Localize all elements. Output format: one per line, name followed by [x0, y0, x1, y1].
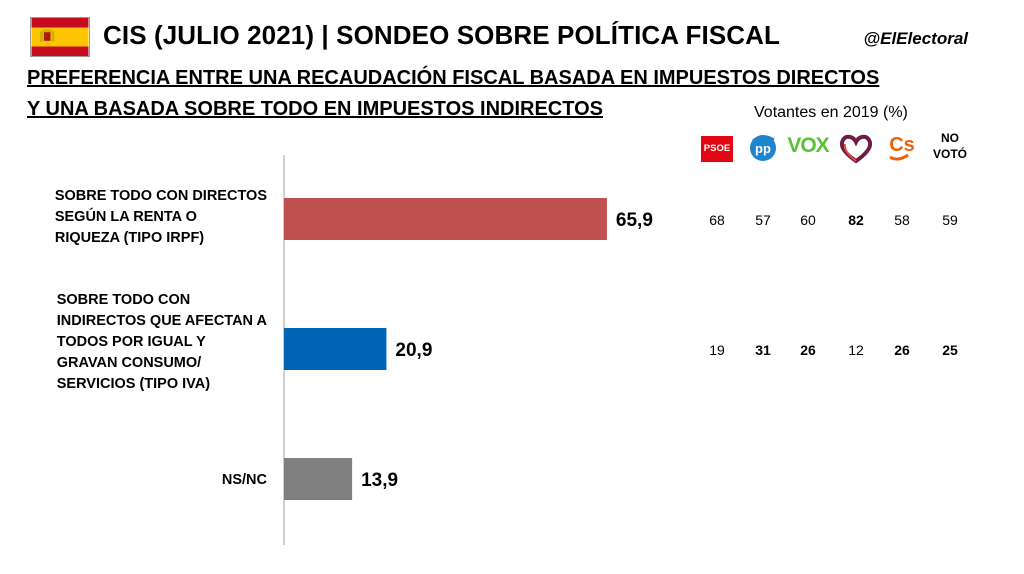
svg-text:pp: pp	[755, 141, 771, 156]
category-label-2-line-0: NS/NC	[221, 472, 267, 488]
voters-cell-r0-c2: 60	[800, 212, 816, 228]
up-heart-logo-icon	[839, 134, 873, 164]
category-label-0-line-0: SOBRE TODO CON DIRECTOS	[54, 188, 267, 204]
category-label-1-line-4: SERVICIOS (TIPO IVA)	[56, 376, 211, 392]
chart-title: CIS (JULIO 2021) | SONDEO SOBRE POLÍTICA…	[103, 20, 780, 50]
chart-subtitle-line-1: PREFERENCIA ENTRE UNA RECAUDACIÓN FISCAL…	[27, 67, 880, 89]
category-label-1-line-3: GRAVAN CONSUMO/	[56, 355, 202, 371]
data-label-0: 65,9	[616, 210, 653, 231]
chart-subtitle-line-2: Y UNA BASADA SOBRE TODO EN IMPUESTOS IND…	[27, 98, 604, 120]
voters-cell-r0-c4: 58	[894, 212, 910, 228]
category-label-0-line-1: SEGÚN LA RENTA O	[54, 209, 197, 225]
voters-cell-r1-c0: 19	[709, 342, 725, 358]
bar-1	[284, 328, 387, 370]
bar-2	[284, 458, 353, 500]
voters-cell-r0-c3: 82	[848, 212, 864, 228]
author-handle: @ElElectoral	[863, 29, 968, 48]
category-label-1-line-0: SOBRE TODO CON	[56, 292, 191, 308]
voters-table-caption: Votantes en 2019 (%)	[754, 104, 908, 121]
spain-flag-icon	[30, 17, 90, 57]
category-label-1-line-1: INDIRECTOS QUE AFECTAN A	[56, 313, 267, 329]
voters-cell-r1-c2: 26	[800, 342, 816, 358]
voters-cell-r0-c5: 59	[942, 212, 958, 228]
svg-text:Cs: Cs	[889, 134, 915, 156]
category-label-1: SOBRE TODO CON INDIRECTOS QUE AFECTAN A TO…	[57, 290, 267, 395]
no-voto-label: NO VOTÓ	[933, 130, 967, 162]
voters-cell-r1-c1: 31	[755, 342, 771, 358]
pp-logo-icon: pp	[750, 135, 776, 161]
category-label-2: NS/NC	[222, 470, 267, 491]
category-label-1-line-2: TODOS POR IGUAL Y	[56, 334, 206, 350]
no-voto-line-2: VOTÓ	[932, 147, 968, 161]
voters-cell-r0-c0: 68	[709, 212, 725, 228]
data-label-1: 20,9	[395, 340, 432, 361]
bar-0	[284, 198, 607, 240]
voters-cell-r1-c3: 12	[848, 342, 864, 358]
voters-cell-r1-c5: 25	[942, 342, 958, 358]
category-label-0-line-2: RIQUEZA (TIPO IRPF)	[54, 230, 205, 246]
cs-logo-icon: Cs	[889, 134, 915, 161]
no-voto-line-1: NO	[940, 131, 959, 145]
category-label-0: SOBRE TODO CON DIRECTOS SEGÚN LA RENTA O R…	[55, 186, 267, 249]
vox-logo-icon: VOX	[787, 134, 829, 157]
voters-cell-r0-c1: 57	[755, 212, 771, 228]
data-label-2: 13,9	[361, 470, 398, 491]
psoe-logo-icon: PSOE	[701, 136, 733, 162]
voters-cell-r1-c4: 26	[894, 342, 910, 358]
